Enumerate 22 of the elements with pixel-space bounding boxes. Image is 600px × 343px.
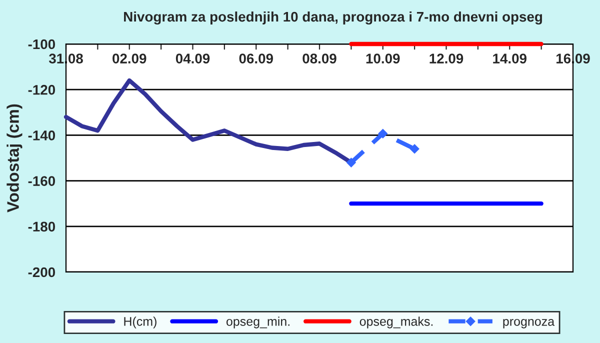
legend-label: prognoza <box>503 319 555 328</box>
x-tick-label: 12.09 <box>430 54 464 64</box>
x-tick-label: 08.09 <box>302 54 336 64</box>
x-tick-label: 04.09 <box>176 54 210 64</box>
x-tick-label: 10.09 <box>366 54 400 64</box>
y-tick-label: -200 <box>28 267 56 278</box>
point <box>378 128 388 138</box>
legend-label: opseg_maks. <box>360 316 433 328</box>
chart-title: Nivogram za poslednjih 10 dana, prognoza i 7-mo dnevni opseg <box>124 11 542 25</box>
x-tick-label: 14.09 <box>493 54 526 64</box>
y-axis-title: Vodostaj (cm) <box>6 104 22 212</box>
y-tick-label: -120 <box>28 84 56 95</box>
y-tick-label: -180 <box>28 222 56 232</box>
x-tick-label: 06.09 <box>239 54 273 64</box>
point <box>410 144 420 154</box>
x-tick-label: 02.09 <box>112 54 146 64</box>
y-tick-label: -160 <box>28 176 56 186</box>
point <box>346 158 356 168</box>
legend-label: H(cm) <box>124 316 156 328</box>
y-tick-label: -140 <box>28 130 56 140</box>
legend-label: opseg_min. <box>226 316 290 328</box>
y-tick-label: -100 <box>28 39 56 50</box>
